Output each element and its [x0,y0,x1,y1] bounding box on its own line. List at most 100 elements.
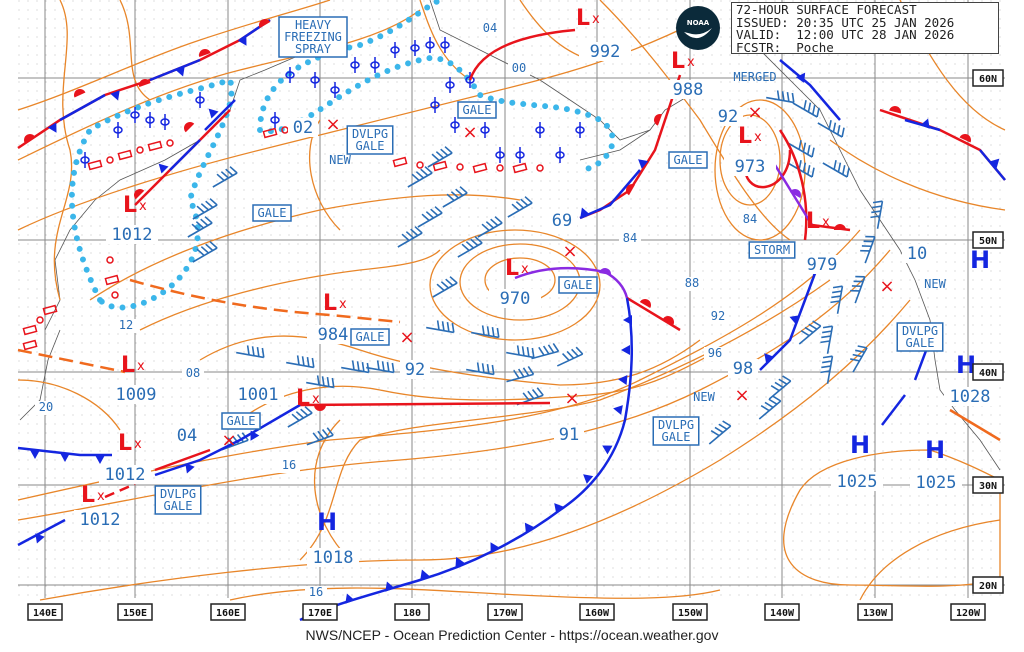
barb-shaft [427,152,453,168]
ice-edge-rect [472,162,488,174]
lon-label-text: 160W [585,608,610,619]
high-pressure-center: H 1028 [944,351,996,407]
warning-text: GALE [674,153,703,167]
low-symbol: L [738,124,752,149]
wind-barb-icon [708,420,732,445]
warning-text: GALE [564,278,593,292]
barb-feather [871,210,881,214]
lat-label-box [972,476,1004,494]
warm-front-semicircle [639,299,651,308]
forecaster: FCSTR: Poche [736,39,834,55]
isobar-line [17,19,701,231]
warm-front-semicircle [662,316,674,325]
wind-barb-icon [506,345,535,359]
wind-barb-icon [850,345,868,373]
warning-border [652,416,700,446]
barb-feather [527,390,535,400]
barb-feather [803,100,807,110]
isobar-value-label: 69 [547,211,577,231]
isobar-label-bg [288,118,318,137]
barb-feather [491,327,495,337]
ice-edge-circle [536,164,544,172]
barb-feather [820,340,830,344]
valid-time: VALID: 12:00 UTC 28 JAN 2026 [736,27,955,42]
warm-front-970 [626,296,681,332]
wind-barb-icon [820,325,834,354]
lon-label-box [487,603,523,621]
ice-edge-rect [262,127,278,139]
cold-front-triangle [764,353,774,364]
barb-feather [451,322,455,333]
barb-shaft [442,192,468,208]
isobar-label-text: 04 [177,426,197,446]
trough-high [881,394,906,426]
cold-front-triangle [30,450,40,459]
icing-ring [450,121,460,129]
icing-icon [285,67,295,83]
barb-shaft [507,202,533,218]
high-symbol: H [970,246,990,274]
isobar-label-bg [547,211,577,230]
barb-feather [449,276,458,284]
warning-border [558,276,598,294]
low-pressure-value: 979 [807,255,838,275]
wind-barb-icon [417,206,443,228]
barb-feather [714,426,724,434]
barb-feather [832,290,842,294]
lon-label: 130W [857,603,893,621]
lon-label-box [394,603,430,621]
barb-feather [440,281,449,289]
barb-feather [722,420,732,427]
wind-barb-icon [187,216,213,238]
isobar-label-bg [554,425,584,444]
barb-feather [872,205,882,209]
isobar-line [17,379,121,431]
warning-border [457,101,497,119]
barb-feather [812,320,822,327]
barb-feather [494,216,503,224]
barb-feather [225,168,234,177]
wind-barb-icon [870,200,884,229]
cold-front-kamchatka-blue [169,99,236,171]
warning-box: GALE [558,276,598,294]
low-x-mark: x [139,199,147,214]
pressure-label-bg [662,80,714,99]
low-x-mark: x [339,297,347,312]
barb-feather [200,218,209,227]
wind-barb-icon [506,366,535,383]
cold-front-988-blue [579,169,641,220]
ice-edge-circle [416,161,424,169]
isobar-line [139,249,441,331]
barb-feather [842,165,846,175]
lon-label: 140W [764,603,800,621]
isobar-label-text: 84 [743,212,757,226]
wind-barb-icon [768,375,792,400]
low-symbol: L [296,386,310,411]
cold-front-triangle [175,66,185,77]
barb-feather [517,368,525,378]
icing-ring [555,151,565,159]
icing-icon [410,40,420,56]
barb-shaft [854,276,866,304]
warm-front-semicircle [74,89,86,98]
barb-feather [376,360,380,370]
wind-barb-icon [306,375,335,389]
barb-shaft [876,201,884,229]
barb-feather [321,428,330,438]
barb-feather [295,411,304,419]
ice-edge-circle [106,156,114,164]
icing-icon [390,42,400,58]
lat-label-text: 60N [979,74,997,85]
wind-barb-icon [798,320,822,345]
low-symbol: L [806,209,820,234]
barb-feather [837,162,842,173]
barb-feather [832,285,843,289]
icing-icon [440,37,450,53]
icing-icon [535,122,545,138]
